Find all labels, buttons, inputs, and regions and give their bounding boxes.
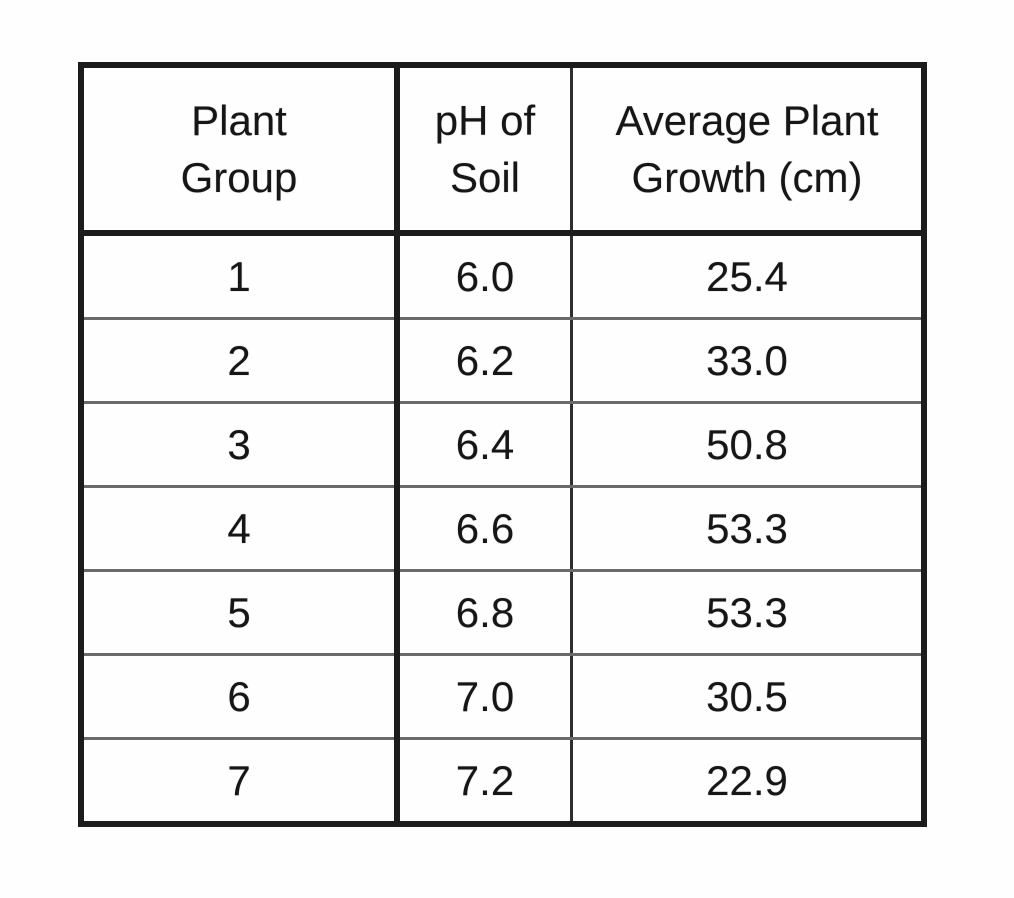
cell-growth: 53.3: [571, 486, 924, 572]
table-row: 1 6.0 25.4: [81, 233, 924, 320]
header-row: Plant Group pH of Soil Average Plant Gro…: [81, 65, 924, 236]
table-header: Plant Group pH of Soil Average Plant Gro…: [81, 65, 924, 236]
table-body: 1 6.0 25.4 2 6.2 33.0 3 6.4 50.8 4 6.6: [81, 233, 924, 824]
col-header-plant-group: Plant Group: [81, 65, 400, 236]
cell-plant-group: 6: [81, 654, 400, 740]
data-table: Plant Group pH of Soil Average Plant Gro…: [78, 62, 927, 827]
col-header-ph-of-soil: pH of Soil: [397, 65, 573, 236]
cell-growth: 53.3: [571, 570, 924, 656]
cell-ph: 6.4: [397, 402, 573, 488]
cell-growth: 25.4: [571, 233, 924, 320]
cell-ph: 6.0: [397, 233, 573, 320]
col-header-average-plant-growth: Average Plant Growth (cm): [571, 65, 924, 236]
cell-ph: 6.2: [397, 318, 573, 404]
cell-plant-group: 4: [81, 486, 400, 572]
cell-ph: 6.6: [397, 486, 573, 572]
table-row: 7 7.2 22.9: [81, 738, 924, 824]
cell-plant-group: 1: [81, 233, 400, 320]
cell-plant-group: 5: [81, 570, 400, 656]
table-container: Plant Group pH of Soil Average Plant Gro…: [78, 62, 927, 827]
table-row: 3 6.4 50.8: [81, 402, 924, 488]
cell-plant-group: 3: [81, 402, 400, 488]
cell-growth: 30.5: [571, 654, 924, 740]
table-row: 2 6.2 33.0: [81, 318, 924, 404]
cell-ph: 7.0: [397, 654, 573, 740]
cell-growth: 22.9: [571, 738, 924, 824]
cell-growth: 50.8: [571, 402, 924, 488]
cell-ph: 7.2: [397, 738, 573, 824]
table-row: 5 6.8 53.3: [81, 570, 924, 656]
table-row: 6 7.0 30.5: [81, 654, 924, 740]
table-row: 4 6.6 53.3: [81, 486, 924, 572]
cell-plant-group: 7: [81, 738, 400, 824]
cell-growth: 33.0: [571, 318, 924, 404]
cell-ph: 6.8: [397, 570, 573, 656]
cell-plant-group: 2: [81, 318, 400, 404]
